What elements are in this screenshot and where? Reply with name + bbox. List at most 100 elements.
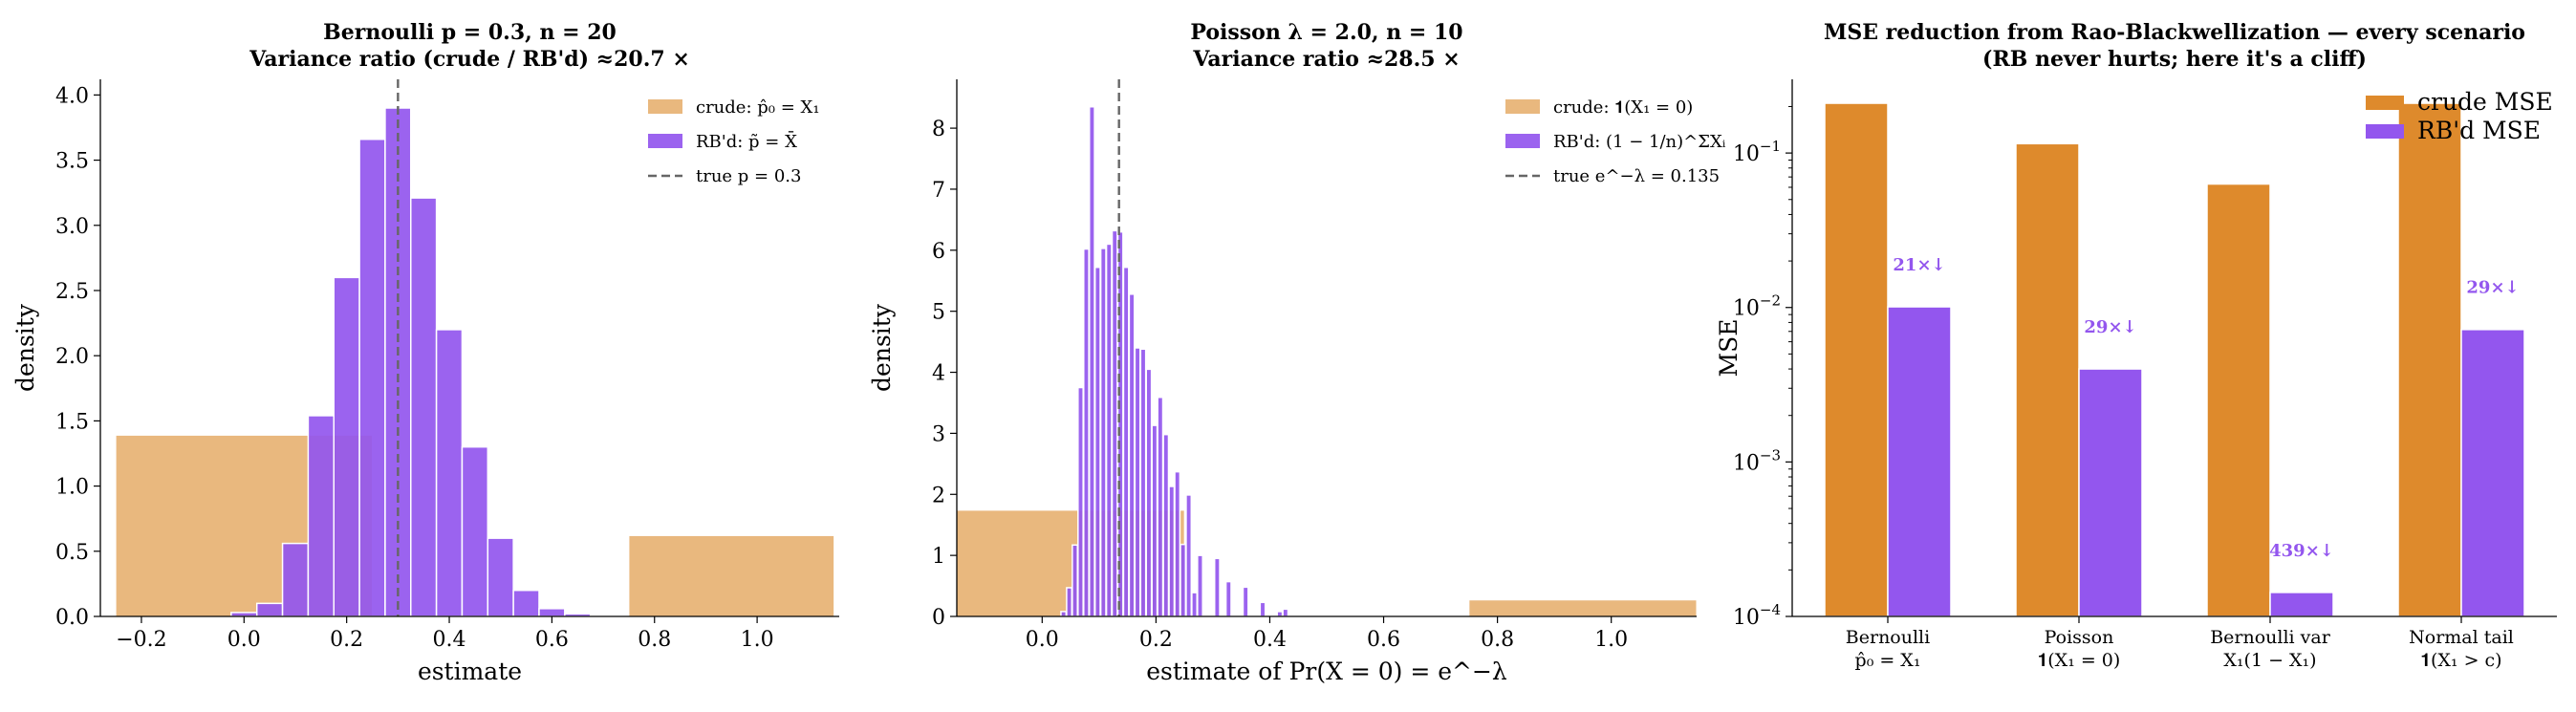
panel2-y-tick-label: 0 — [932, 606, 945, 630]
panel1-y-label: density — [11, 303, 39, 392]
panel1-y-tick-label: 3.5 — [55, 150, 89, 174]
panel2-rb-bar — [1157, 396, 1164, 617]
panel2-rb-bar — [1213, 557, 1221, 617]
panel3-category-label: Poisson — [2045, 627, 2114, 648]
panel1-rb-bar — [538, 608, 566, 617]
panel1-legend-entry: true p = 0.3 — [696, 166, 801, 186]
panel1-rb-bar — [435, 329, 464, 617]
panel3-ratio-annotation: 29×↓ — [2084, 317, 2136, 337]
panel2-rb-bar — [1088, 105, 1095, 617]
panel2-legend-swatch — [1505, 99, 1540, 114]
panel2-subtitle: Variance ratio ≈28.5 × — [1192, 47, 1460, 72]
panel1-legend-entry: RB'd: p̃ = X̄ — [696, 130, 797, 152]
panel2-rb-bar — [1168, 485, 1176, 617]
panel1-rb-bar — [358, 138, 386, 617]
panel1-x-tick-label: 0.4 — [433, 628, 466, 652]
panel2-x-tick-label: 0.0 — [1026, 628, 1059, 652]
panel1-y-tick-label: 3.0 — [55, 215, 89, 239]
panel2-title: Poisson λ = 2.0, n = 10 — [1190, 20, 1462, 45]
panel1-x-tick-label: 0.2 — [330, 628, 363, 652]
panel3-y-label: MSE — [1715, 319, 1743, 378]
panel2-rb-bar — [1083, 248, 1090, 617]
panel2-y-tick-label: 8 — [932, 118, 945, 141]
panel1-rb-bar — [333, 276, 360, 617]
panel1-x-tick-label: −0.2 — [116, 628, 166, 652]
panel2-rb-bar — [1191, 592, 1199, 617]
panel2-legend-swatch — [1505, 134, 1540, 148]
panel2-rb-bar — [1060, 611, 1068, 617]
panel1-rb-bar — [461, 445, 489, 617]
panel2-rb-bar — [1162, 433, 1170, 617]
panel1-y-tick-label: 1.5 — [55, 410, 89, 434]
panel3-category-label: Bernoulli — [1846, 627, 1930, 648]
panel3-crude-mse-bar — [1824, 102, 1889, 617]
panel3-title: MSE reduction from Rao-Blackwellization … — [1824, 20, 2525, 45]
panel2-rb-bar — [1282, 608, 1289, 617]
panel3-legend-entry: RB'd MSE — [2417, 117, 2541, 144]
panel2-legend-entry: true e^−λ = 0.135 — [1553, 166, 1720, 186]
panel2-y-tick-label: 1 — [932, 545, 945, 569]
panel2-rb-bar — [1224, 580, 1232, 617]
panel2-y-tick-label: 5 — [932, 301, 945, 325]
panel1-x-label: estimate — [418, 658, 522, 685]
panel2-x-tick-label: 0.2 — [1139, 628, 1173, 652]
panel3-crude-mse-bar — [2206, 183, 2271, 617]
panel1-x-tick-label: 0.8 — [638, 628, 671, 652]
panel1-legend-swatch — [648, 134, 682, 148]
panel2-x-tick-label: 0.4 — [1253, 628, 1287, 652]
panel1-rb-bar — [307, 415, 335, 617]
panel2-rb-bar — [1174, 470, 1181, 617]
panel3-crude-mse-bar — [2397, 102, 2462, 617]
panel2-rb-bar — [1072, 544, 1078, 617]
panel3-subtitle: (RB never hurts; here it's a cliff) — [1982, 47, 2367, 72]
panel1-subtitle: Variance ratio (crude / RB'd) ≈20.7 × — [249, 47, 690, 72]
panel2-rb-bar — [1139, 348, 1147, 617]
panel2-rb-bar — [1259, 601, 1266, 617]
panel3-crude-mse-bar — [2015, 142, 2080, 617]
panel2-legend-entry: crude: 𝟏(X₁ = 0) — [1553, 97, 1693, 118]
panel2-rb-bar — [1180, 543, 1187, 617]
panel1-x-tick-label: 1.0 — [741, 628, 774, 652]
panel2-rb-bar — [1197, 554, 1203, 617]
panel2-y-tick-label: 6 — [932, 240, 945, 264]
panel2-rb-bar — [1093, 266, 1101, 617]
panel3-y-tick-label: 10−3 — [1733, 446, 1781, 475]
panel2-rb-bar — [1077, 386, 1084, 617]
panel2-x-tick-label: 0.8 — [1481, 628, 1514, 652]
panel2-rb-bar — [1122, 266, 1130, 617]
panel1-y-tick-label: 0.5 — [55, 541, 89, 565]
panel2-y-label: density — [868, 303, 896, 392]
panel3-ratio-annotation: 29×↓ — [2466, 278, 2519, 298]
panel2-rb-bar — [1105, 243, 1113, 617]
panel3-rb-mse-bar — [1887, 306, 1952, 617]
panel2-rb-bar — [1276, 611, 1284, 617]
panel2-rb-bar — [1099, 248, 1107, 617]
panel2-x-tick-label: 0.6 — [1367, 628, 1400, 652]
panel2-y-tick-label: 7 — [932, 179, 945, 203]
panel2-rb-bar — [1066, 587, 1073, 617]
panel3-category-label: Normal tail — [2409, 627, 2514, 648]
panel1-title: Bernoulli p = 0.3, n = 20 — [323, 20, 617, 45]
panel2-rb-bar — [1128, 293, 1136, 617]
panel1-y-tick-label: 2.0 — [55, 345, 89, 369]
panel1-rb-bar — [487, 537, 514, 617]
panel2-rb-bar — [1145, 368, 1153, 617]
panel1-legend-swatch — [648, 99, 682, 114]
panel2-x-label: estimate of Pr(X = 0) = e^−λ — [1146, 658, 1507, 685]
panel2-rb-bar — [1151, 424, 1158, 617]
panel2-y-tick-label: 4 — [932, 362, 945, 386]
panel1-y-tick-label: 4.0 — [55, 84, 89, 108]
panel2-rb-bar — [1242, 586, 1249, 617]
panel2-y-tick-label: 2 — [932, 484, 945, 507]
panel1-rb-bar — [255, 602, 284, 617]
panel1-y-tick-label: 2.5 — [55, 280, 89, 304]
panel3-rb-mse-bar — [2078, 368, 2143, 617]
panel2-rb-bar — [1116, 230, 1124, 617]
panel3-rb-mse-bar — [2269, 592, 2334, 617]
panel1-legend-entry: crude: p̂₀ = X₁ — [696, 97, 820, 118]
panel3-legend-swatch — [2366, 96, 2404, 110]
panel2-legend-entry: RB'd: (1 − 1/n)^ΣXᵢ — [1553, 132, 1726, 152]
panel3-y-tick-label: 10−2 — [1733, 292, 1781, 321]
panel3-y-tick-label: 10−1 — [1733, 138, 1781, 166]
panel2-y-tick-label: 3 — [932, 422, 945, 446]
